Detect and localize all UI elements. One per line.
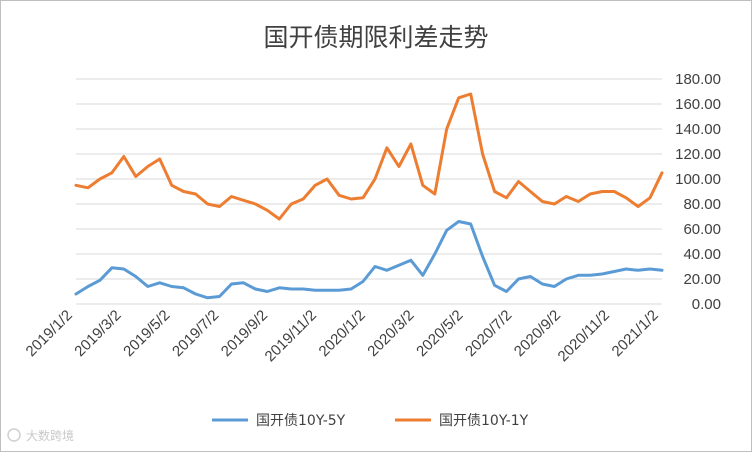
x-tick-label: 2020/7/2 (462, 307, 515, 360)
x-tick-label: 2021/1/2 (609, 307, 662, 360)
y-tick-label: 20.00 (683, 271, 721, 288)
series-lines (74, 92, 664, 300)
watermark: 大数跨境 (7, 428, 74, 443)
x-tick-label: 2019/1/2 (23, 307, 76, 360)
y-axis-tick-labels: 0.00 20.00 40.00 60.00 80.00 100.00 120.00 140.… (675, 71, 721, 313)
x-tick-label: 2019/7/2 (169, 307, 222, 360)
series-line-2 (74, 92, 664, 221)
x-tick-label: 2020/5/2 (413, 307, 466, 360)
x-tick-label: 2019/3/2 (71, 307, 124, 360)
y-tick-label: 180.00 (675, 71, 721, 88)
watermark-logo-icon (7, 428, 21, 442)
legend-label-1: 国开债10Y-5Y (256, 413, 346, 429)
y-tick-label: 160.00 (675, 96, 721, 113)
legend-label-2: 国开债10Y-1Y (439, 413, 529, 429)
legend: 国开债10Y-5Y 国开债10Y-1Y (212, 413, 529, 429)
y-tick-label: 120.00 (675, 146, 721, 163)
y-tick-label: 80.00 (683, 196, 721, 213)
x-tick-label: 2020/3/2 (364, 307, 417, 360)
chart-title: 国开债期限利差走势 (263, 23, 488, 52)
gridlines (76, 78, 662, 305)
series-line-1 (74, 220, 664, 300)
x-tick-label: 2020/11/2 (555, 307, 613, 365)
y-tick-label: 0.00 (692, 296, 721, 313)
x-tick-label: 2019/11/2 (262, 307, 320, 365)
y-tick-label: 140.00 (675, 121, 721, 138)
y-tick-label: 60.00 (683, 221, 721, 238)
y-tick-label: 100.00 (675, 171, 721, 188)
y-tick-label: 40.00 (683, 246, 721, 263)
x-tick-label: 2020/1/2 (316, 307, 369, 360)
watermark-logo-text: 大数跨境 (26, 428, 74, 443)
x-axis-tick-labels: 2019/1/22019/3/22019/5/22019/7/22019/9/2… (23, 307, 662, 365)
x-tick-label: 2019/5/2 (120, 307, 173, 360)
